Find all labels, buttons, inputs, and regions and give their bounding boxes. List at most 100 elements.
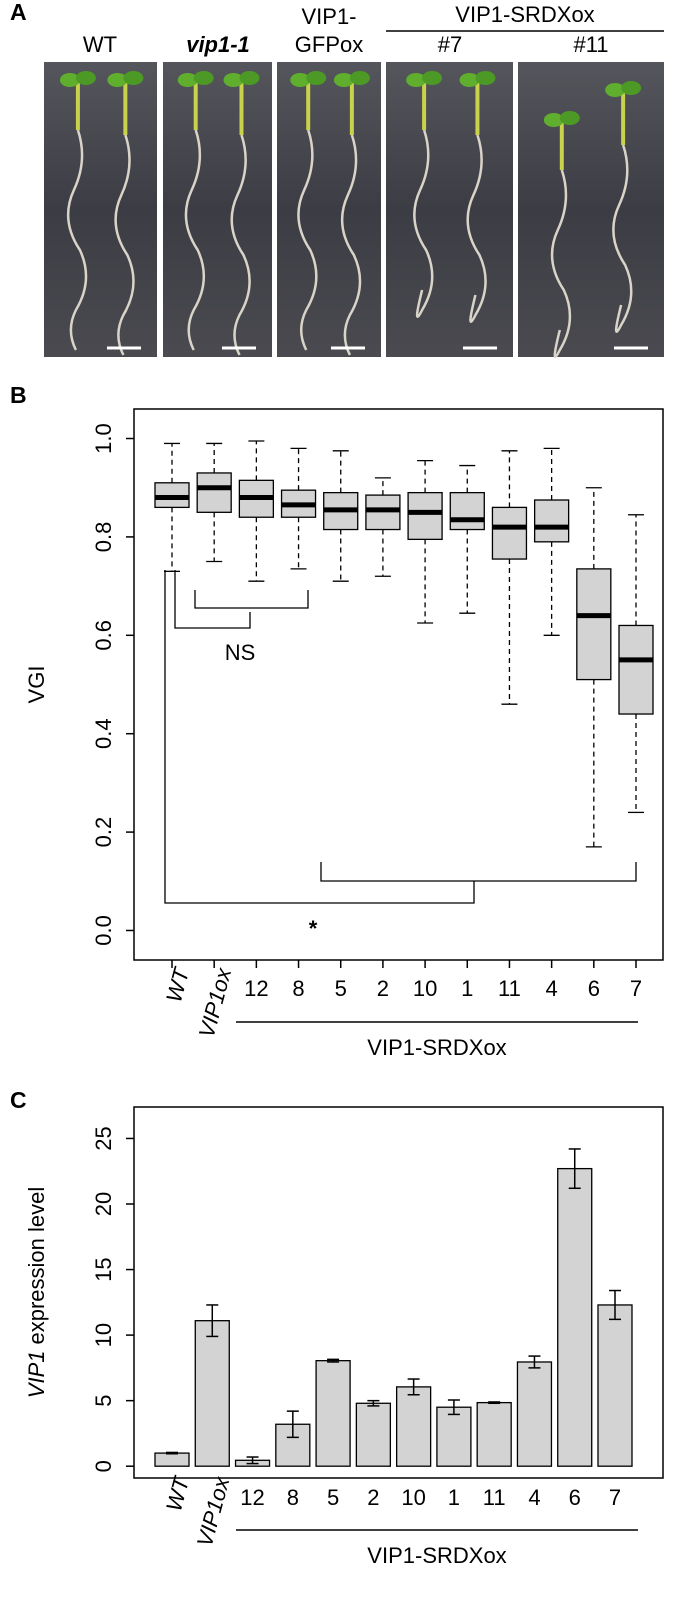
x-tick-label: 2 [377,976,389,1001]
cotyledon [333,73,354,87]
photo [277,62,381,357]
y-tick-label: 0 [91,1460,116,1472]
cotyledon [306,71,327,85]
x-tick-label: 6 [569,1485,581,1510]
cotyledon [543,113,564,127]
x-tick-label: 7 [630,976,642,1001]
x-tick-label: VIP1ox [192,1473,235,1549]
x-tick-label: 4 [528,1485,540,1510]
x-tick-label: 6 [588,976,600,1001]
panel-label: A [10,0,27,25]
x-tick-label: 4 [546,976,558,1001]
box [449,491,485,531]
root [297,129,318,351]
bar [315,1360,351,1467]
panel-label: B [10,382,27,408]
x-tick-label: 12 [240,1485,264,1510]
y-tick-label: 0.0 [91,915,116,946]
bar [597,1304,633,1467]
root [66,129,88,351]
cotyledon [406,73,427,87]
plot-frame [133,408,664,961]
bar [476,1401,512,1467]
cotyledon [459,73,480,87]
root [230,134,251,356]
cotyledon [59,73,80,87]
x-tick-label: 10 [413,976,437,1001]
cotyledon [475,71,496,85]
cotyledon [223,73,244,87]
cotyledon [290,73,311,87]
photo [163,62,272,357]
y-tick-label: 0.8 [91,522,116,553]
photo-label: VIP1-SRDXox [455,2,594,27]
x-tick-label: 1 [448,1485,460,1510]
x-tick-label: 8 [287,1485,299,1510]
bracket [174,570,251,629]
x-tick-label: WT [161,1473,194,1514]
x-tick-label: 2 [367,1485,379,1510]
bracket [194,590,309,609]
root [550,169,572,358]
y-axis-label: VIP1 expression level [24,1187,49,1398]
y-axis-label-text: expression level [24,1187,49,1345]
x-tick-label: VIP1ox [194,964,237,1040]
root [413,129,434,318]
x-tick-label: 8 [292,976,304,1001]
photo-label: #11 [573,32,608,57]
cotyledon [559,111,580,125]
root [612,144,633,333]
x-tick-label: 5 [327,1485,339,1510]
bar [557,1167,593,1467]
y-tick-label: 5 [91,1395,116,1407]
y-tick-label: 0.2 [91,817,116,848]
group-label: VIP1-SRDXox [367,1035,506,1060]
x-tick-label: 11 [498,976,521,1001]
box [618,624,654,715]
cotyledon [349,71,370,85]
box [533,499,570,543]
x-tick-label: WT [161,964,194,1005]
box [407,491,443,541]
x-tick-label: 7 [609,1485,621,1510]
photo-label: VIP1- [301,4,356,29]
box [196,472,232,513]
photo-panel [44,62,664,358]
x-tick-label: 10 [401,1485,425,1510]
annotation: * [309,916,318,941]
cotyledon [193,71,214,85]
root [114,134,135,356]
box [491,506,528,560]
cotyledon [123,71,144,85]
group-label: VIP1-SRDXox [367,1543,506,1568]
photo-label: vip1-1 [186,32,250,57]
cotyledon [107,73,128,87]
box [576,568,612,681]
root [340,134,362,356]
bar [395,1386,432,1467]
x-tick-label: 12 [244,976,268,1001]
panel-label: C [10,1087,27,1113]
x-tick-label: 5 [335,976,347,1001]
bar [436,1406,472,1467]
y-tick-label: 0.6 [91,620,116,651]
x-tick-label: 11 [483,1485,506,1510]
bar [516,1361,553,1467]
photo [386,62,513,357]
bar [154,1452,190,1467]
cotyledon [605,83,626,97]
y-tick-label: 25 [91,1126,116,1150]
annotation: NS [225,640,256,665]
y-tick-label: 0.4 [91,718,116,749]
photo [518,62,664,357]
photo-label: #7 [438,32,462,57]
photo-label: GFPox [295,32,363,57]
cotyledon [422,71,443,85]
plot-frame [133,1106,664,1479]
x-tick-label: 1 [461,976,473,1001]
bracket [164,570,475,904]
cotyledon [239,71,260,85]
y-tick-label: 1.0 [91,423,116,454]
